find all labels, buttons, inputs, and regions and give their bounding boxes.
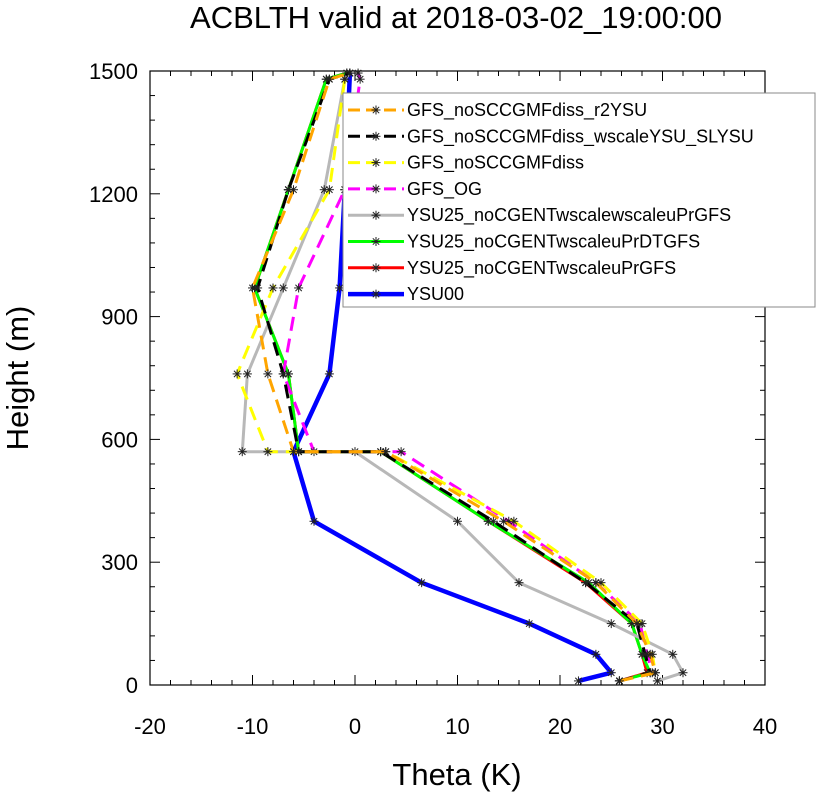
legend-entry-gfs-nosccgmfdiss-wscaleysu-slysu: GFS_noSCCGMFdiss_wscaleYSU_SLYSU xyxy=(348,126,754,147)
data-point xyxy=(345,68,355,78)
data-point xyxy=(591,578,601,588)
y-tick-label: 900 xyxy=(101,305,138,330)
legend-label: YSU00 xyxy=(407,284,464,304)
data-point xyxy=(509,516,519,526)
legend-label: GFS_noSCCGMFdiss xyxy=(407,153,584,174)
legend-label: YSU25_noCGENTwscaleuPrDTGFS xyxy=(407,232,700,253)
x-tick-label: 0 xyxy=(349,714,361,739)
data-point xyxy=(453,516,462,526)
legend-label: GFS_noSCCGMFdiss_wscaleYSU_SLYSU xyxy=(407,126,754,147)
data-point xyxy=(248,283,257,293)
data-point xyxy=(524,619,534,629)
y-axis-label: Height (m) xyxy=(0,306,35,451)
data-point xyxy=(488,516,498,526)
y-tick-label: 600 xyxy=(101,427,138,452)
data-point xyxy=(353,68,363,78)
data-point xyxy=(263,447,273,457)
data-point xyxy=(514,578,524,588)
x-tick-label: 20 xyxy=(548,714,572,739)
data-point xyxy=(652,676,662,686)
x-tick-label: -20 xyxy=(134,714,166,739)
data-point xyxy=(355,74,365,84)
legend-label: YSU25_noCGENTwscaleuPrGFS xyxy=(407,258,676,279)
legend-marker xyxy=(371,105,381,115)
legend-marker xyxy=(371,210,381,220)
data-point xyxy=(678,668,688,678)
data-point xyxy=(283,185,293,195)
legend-label: GFS_OG xyxy=(407,179,482,200)
y-tick-label: 0 xyxy=(126,673,138,698)
legend-entry-ysu25-nocgentwscaleuprgfs: YSU25_noCGENTwscaleuPrGFS xyxy=(348,258,676,279)
legend-marker xyxy=(371,237,381,246)
x-axis-label: Theta (K) xyxy=(392,757,521,792)
x-tick-label: 10 xyxy=(445,714,469,739)
legend-box xyxy=(342,92,816,308)
legend-label: GFS_noSCCGMFdiss_r2YSU xyxy=(407,100,647,121)
legend-entry-ysu00: YSU00 xyxy=(348,284,464,304)
data-point xyxy=(324,74,334,84)
data-point xyxy=(606,619,616,629)
data-point xyxy=(650,668,660,678)
data-point xyxy=(396,447,406,457)
data-point xyxy=(263,369,273,379)
legend-entry-ysu25-nocgentwscalewscaleuprgfs: YSU25_noCGENTwscalewscaleuPrGFS xyxy=(348,205,731,226)
data-point xyxy=(417,578,427,588)
data-point xyxy=(268,283,278,293)
data-point xyxy=(573,676,583,686)
x-tick-label: 40 xyxy=(753,714,777,739)
data-point xyxy=(289,185,298,195)
data-point xyxy=(278,283,288,293)
data-point xyxy=(242,369,252,379)
data-point xyxy=(340,74,350,84)
data-point xyxy=(499,516,509,526)
data-point xyxy=(253,283,263,293)
data-point xyxy=(289,447,298,457)
data-point xyxy=(294,283,304,293)
data-point xyxy=(645,649,655,659)
legend-marker xyxy=(371,158,381,168)
data-point xyxy=(581,578,591,588)
data-point xyxy=(237,447,247,457)
legend-entry-gfs-nosccgmfdiss: GFS_noSCCGMFdiss xyxy=(348,153,584,174)
data-point xyxy=(381,447,391,457)
series-gfs-nosccgmfdiss-r2ysu xyxy=(248,68,660,686)
legend-entry-gfs-og: GFS_OG xyxy=(348,179,482,200)
legend: GFS_noSCCGMFdiss_r2YSU GFS_noSCCGMFdiss_w… xyxy=(342,92,816,308)
axis-ticks: -20 -10 0 10 20 30 40 0 300 600 900 1200 1500 xyxy=(89,59,777,739)
data-point xyxy=(278,369,288,379)
data-point xyxy=(640,649,650,659)
x-tick-label: 30 xyxy=(650,714,674,739)
legend-label: YSU25_noCGENTwscalewscaleuPrGFS xyxy=(407,205,731,226)
series-layer xyxy=(232,68,688,686)
data-point xyxy=(632,619,642,629)
data-point xyxy=(668,649,678,659)
legend-entry-ysu25-nocgentwscaleuprdtgfs: YSU25_noCGENTwscaleuPrDTGFS xyxy=(348,232,700,253)
data-point xyxy=(232,369,242,379)
y-tick-label: 1500 xyxy=(89,59,138,84)
data-point xyxy=(324,369,334,379)
data-point xyxy=(324,185,334,195)
data-point xyxy=(591,649,601,659)
legend-marker xyxy=(371,131,381,141)
data-point xyxy=(606,668,616,678)
chart-title: ACBLTH valid at 2018-03-02_19:00:00 xyxy=(190,0,722,35)
legend-marker xyxy=(371,184,381,194)
data-point xyxy=(294,447,304,457)
legend-marker xyxy=(371,289,381,299)
data-point xyxy=(614,676,624,686)
y-tick-label: 300 xyxy=(101,550,138,575)
y-tick-label: 1200 xyxy=(89,182,138,207)
data-point xyxy=(309,516,319,526)
legend-entry-gfs-nosccgmfdiss-r2ysu: GFS_noSCCGMFdiss_r2YSU xyxy=(348,100,647,121)
legend-marker xyxy=(371,263,381,273)
data-point xyxy=(319,185,329,195)
x-tick-label: -10 xyxy=(237,714,269,739)
